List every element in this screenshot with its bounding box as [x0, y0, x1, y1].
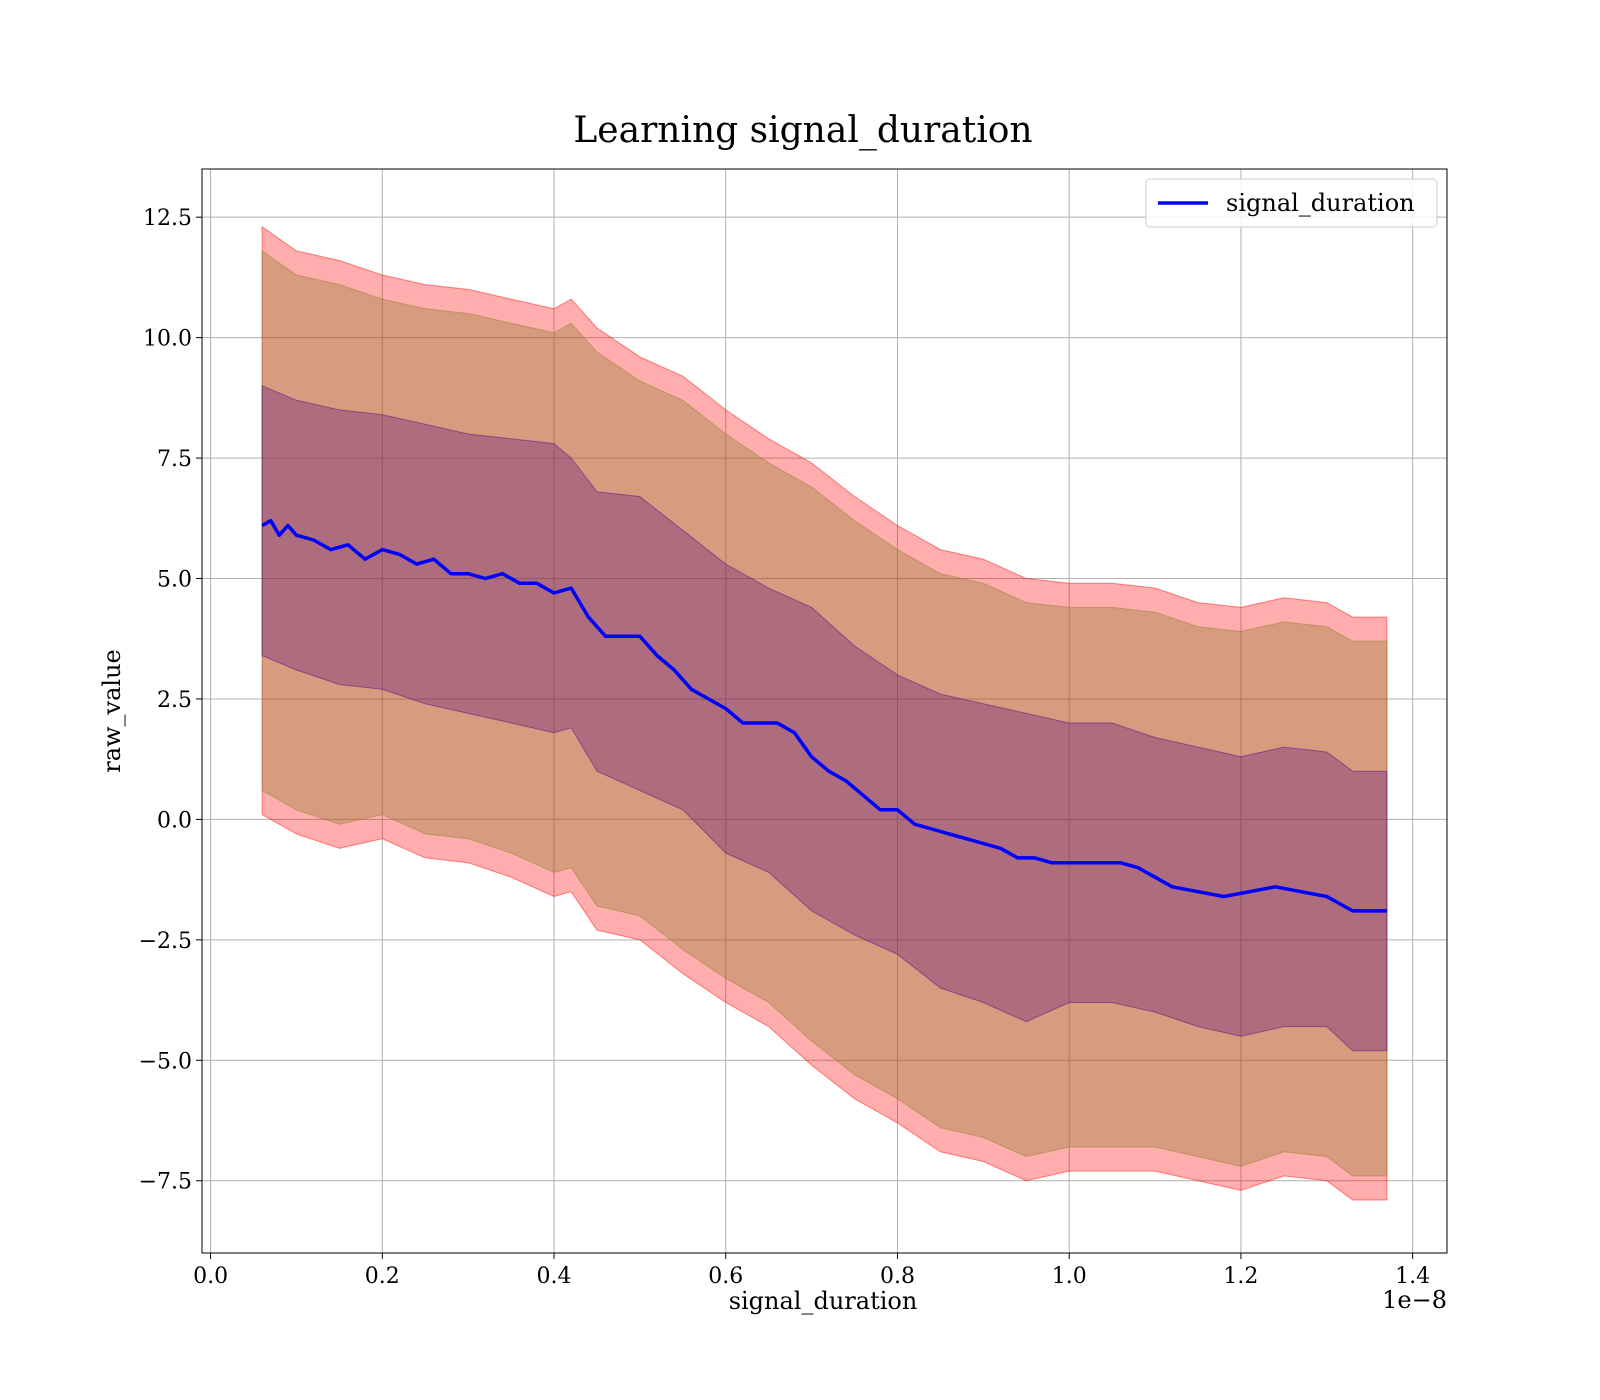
x-tick-label: 0.2: [365, 1264, 400, 1289]
plot-frame: [201, 168, 1448, 1254]
y-tick-label: 10.0: [143, 327, 192, 352]
y-tick-label: −7.5: [139, 1170, 192, 1195]
x-axis: 0.0 0.2 0.4 0.6 0.8 1.0 1.2 1.4: [193, 1253, 1430, 1289]
x-tick-label: 1.2: [1223, 1264, 1258, 1289]
y-tick-label: 5.0: [157, 568, 192, 593]
x-tick-label: 0.0: [193, 1264, 228, 1289]
y-axis-label: raw_value: [98, 649, 126, 773]
grid: [202, 169, 1447, 1253]
y-axis: 12.5 10.0 7.5 5.0 2.5 0.0 −2.5 −5.0 −7.5: [139, 206, 202, 1195]
y-tick-label: 2.5: [157, 688, 192, 713]
x-tick-label: 0.4: [537, 1264, 572, 1289]
x-tick-label: 1.4: [1395, 1264, 1430, 1289]
confidence-band: [261, 385, 1388, 1052]
legend-box: [1145, 178, 1438, 228]
y-tick-label: 7.5: [157, 447, 192, 472]
y-tick-label: −2.5: [139, 929, 192, 954]
y-tick-label: 12.5: [143, 206, 192, 231]
x-tick-label: 0.6: [708, 1264, 743, 1289]
series-line: [261, 518, 1387, 913]
chart-title: Learning signal_duration: [573, 110, 1032, 151]
series: [261, 518, 1387, 913]
x-tick-label: 1.0: [1052, 1264, 1087, 1289]
y-tick-label: −5.0: [139, 1049, 192, 1074]
confidence-band: [261, 249, 1388, 1177]
x-tick-label: 0.8: [880, 1264, 915, 1289]
legend: signal_duration: [1145, 178, 1438, 228]
legend-label: signal_duration: [1226, 189, 1415, 217]
bands: [261, 225, 1388, 1201]
x-axis-label: signal_duration: [729, 1287, 918, 1315]
x-axis-offset-label: 1e−8: [1382, 1286, 1447, 1314]
confidence-band: [261, 225, 1388, 1201]
y-tick-label: 0.0: [157, 808, 192, 833]
